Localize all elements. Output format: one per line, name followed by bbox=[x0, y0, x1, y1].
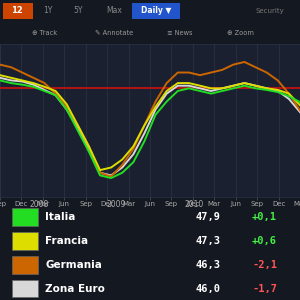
FancyBboxPatch shape bbox=[12, 280, 38, 297]
Text: Security: Security bbox=[256, 8, 284, 14]
Text: 5Y: 5Y bbox=[73, 6, 83, 15]
Text: +0,1: +0,1 bbox=[252, 212, 277, 222]
Text: ≡ News: ≡ News bbox=[167, 30, 193, 36]
Text: 2010: 2010 bbox=[185, 200, 204, 209]
Text: Francia: Francia bbox=[45, 236, 88, 246]
Text: Italia: Italia bbox=[45, 212, 75, 222]
Text: 2008: 2008 bbox=[29, 200, 49, 209]
Text: 46,3: 46,3 bbox=[195, 260, 220, 270]
Text: Germania: Germania bbox=[45, 260, 102, 270]
Text: +0,6: +0,6 bbox=[252, 236, 277, 246]
Text: 46,0: 46,0 bbox=[195, 284, 220, 294]
Text: 2009: 2009 bbox=[107, 200, 126, 209]
Text: -1,7: -1,7 bbox=[252, 284, 277, 294]
FancyBboxPatch shape bbox=[12, 256, 38, 274]
Text: ⊕ Track: ⊕ Track bbox=[32, 30, 58, 36]
Text: 12: 12 bbox=[11, 6, 22, 15]
FancyBboxPatch shape bbox=[132, 3, 180, 19]
Text: 47,9: 47,9 bbox=[195, 212, 220, 222]
Text: ✎ Annotate: ✎ Annotate bbox=[95, 30, 133, 36]
Text: 47,3: 47,3 bbox=[195, 236, 220, 246]
Text: ⊕ Zoom: ⊕ Zoom bbox=[226, 30, 254, 36]
Text: 1Y: 1Y bbox=[43, 6, 53, 15]
FancyBboxPatch shape bbox=[12, 208, 38, 226]
FancyBboxPatch shape bbox=[12, 232, 38, 250]
Text: Zona Euro: Zona Euro bbox=[45, 284, 105, 294]
FancyBboxPatch shape bbox=[3, 3, 33, 19]
Text: Max: Max bbox=[106, 6, 122, 15]
Text: Daily ▼: Daily ▼ bbox=[141, 6, 171, 15]
Text: -2,1: -2,1 bbox=[252, 260, 277, 270]
